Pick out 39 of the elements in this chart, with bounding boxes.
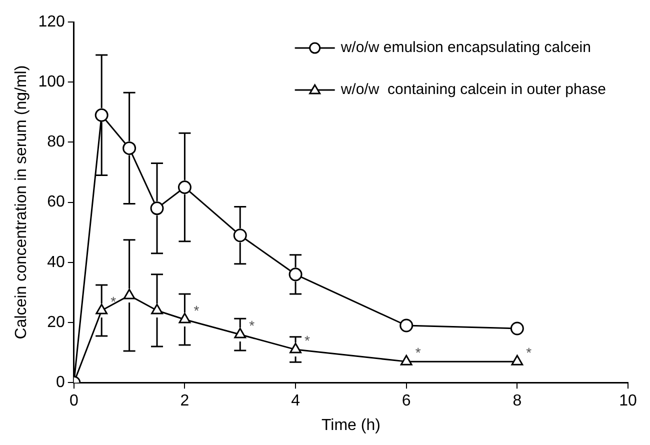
point (290, 342, 302, 354)
point (150, 202, 164, 216)
annotation: * (415, 344, 422, 361)
y-tick-label: 120 (38, 13, 65, 30)
x-tick-label: 2 (180, 392, 190, 410)
annotation: * (526, 344, 532, 361)
y-tick-label: 0 (56, 374, 65, 392)
point (511, 354, 524, 366)
annotation: * (194, 302, 200, 318)
x-tick-label: 10 (619, 392, 637, 410)
y-axis-title: Calcein concentration in serum (ng/ml) (13, 65, 30, 340)
y-tick-label: 20 (47, 314, 65, 331)
point (400, 318, 414, 332)
x-tick-label: 6 (402, 392, 411, 410)
point (233, 228, 247, 242)
y-tick-label: 40 (47, 254, 65, 271)
point (122, 141, 136, 155)
point (178, 312, 191, 324)
x-tick-label: 0 (69, 392, 78, 410)
point (123, 288, 136, 300)
annotation: * (110, 293, 117, 310)
point (96, 304, 108, 314)
x-tick-label: 8 (512, 392, 522, 410)
point (510, 322, 524, 336)
y-tick-label: 100 (38, 74, 65, 91)
y-tick-label: 60 (47, 194, 65, 211)
point (234, 328, 246, 338)
point (151, 304, 163, 314)
x-tick-label: 4 (291, 392, 300, 410)
annotation: * (249, 318, 256, 334)
y-tick-label: 80 (47, 134, 65, 151)
point (288, 268, 302, 282)
point (94, 108, 108, 122)
point (178, 180, 192, 194)
point (400, 354, 412, 366)
legend-label: w/o/w containing calcein in outer phase (340, 81, 606, 98)
annotation: * (304, 332, 311, 349)
legend-label: w/o/w emulsion encapsulating calcein (340, 39, 591, 56)
x-axis-title: Time (h) (321, 416, 380, 434)
